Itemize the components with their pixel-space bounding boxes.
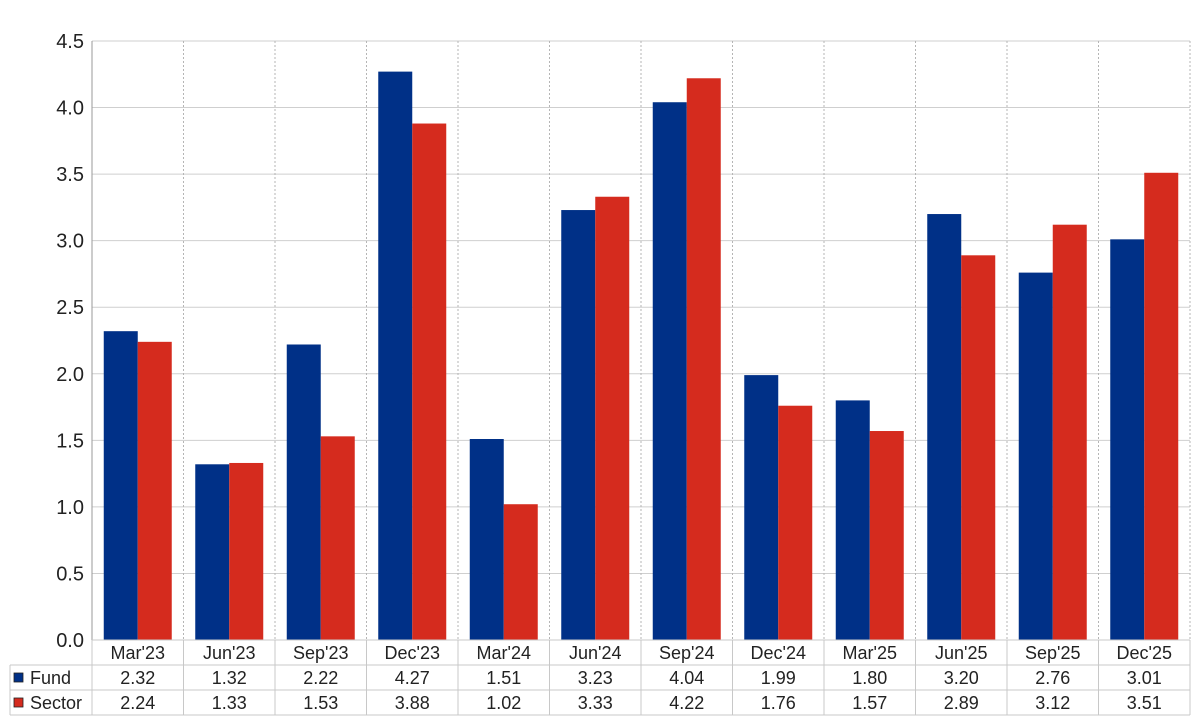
bar-sector[interactable] [412,123,447,641]
table-value-sector: 1.57 [852,693,887,713]
x-tick-label: Sep'25 [1025,643,1081,663]
bar-sector[interactable] [778,405,813,640]
bar-sector[interactable] [961,255,996,640]
legend-label-sector: Sector [30,693,82,713]
y-tick-label: 1.0 [56,497,84,519]
x-tick-label: Jun'25 [935,643,987,663]
table-value-fund: 4.04 [669,668,704,688]
y-tick-label: 0.0 [56,630,84,652]
bar-sector[interactable] [1052,224,1087,640]
bar-sector[interactable] [686,78,721,640]
y-tick-label: 2.5 [56,297,84,319]
bar-fund[interactable] [927,214,962,641]
table-value-sector: 1.76 [761,693,796,713]
table-value-fund: 3.01 [1127,668,1162,688]
y-tick-label: 0.5 [56,563,84,585]
table-value-fund: 2.22 [303,668,338,688]
table-value-fund: 4.27 [395,668,430,688]
table-value-fund: 3.20 [944,668,979,688]
bar-fund[interactable] [103,331,138,640]
x-tick-label: Dec'23 [385,643,440,663]
bar-fund[interactable] [195,464,230,640]
bar-fund[interactable] [469,439,504,640]
legend-label-fund: Fund [30,668,71,688]
x-tick-label: Mar'24 [477,643,531,663]
x-tick-label: Sep'24 [659,643,715,663]
table-value-sector: 1.02 [486,693,521,713]
bar-sector[interactable] [1144,172,1179,640]
bar-sector[interactable] [503,504,538,640]
table-value-sector: 3.33 [578,693,613,713]
bar-sector[interactable] [869,431,904,640]
y-tick-label: 4.0 [56,98,84,120]
bar-sector[interactable] [320,436,355,640]
y-tick-label: 3.0 [56,231,84,253]
bar-fund[interactable] [286,344,321,640]
y-tick-label: 3.5 [56,164,84,186]
table-value-sector: 3.88 [395,693,430,713]
table-value-fund: 1.80 [852,668,887,688]
x-tick-label: Mar'23 [111,643,165,663]
y-tick-label: 1.5 [56,430,84,452]
bar-fund[interactable] [561,210,596,640]
x-tick-label: Dec'24 [751,643,806,663]
table-value-fund: 1.32 [212,668,247,688]
legend-swatch-fund [13,672,24,683]
table-value-sector: 2.24 [120,693,155,713]
x-tick-label: Dec'25 [1117,643,1172,663]
bar-fund[interactable] [744,375,779,640]
table-value-sector: 2.89 [944,693,979,713]
bar-fund[interactable] [1018,272,1053,640]
table-value-fund: 1.51 [486,668,521,688]
x-tick-label: Sep'23 [293,643,349,663]
table-value-sector: 3.12 [1035,693,1070,713]
table-value-sector: 4.22 [669,693,704,713]
bar-sector[interactable] [229,462,264,640]
x-tick-label: Jun'23 [203,643,255,663]
table-value-sector: 3.51 [1127,693,1162,713]
x-tick-label: Mar'25 [843,643,897,663]
bar-fund[interactable] [1110,239,1145,640]
table-value-fund: 1.99 [761,668,796,688]
y-tick-label: 4.5 [56,31,84,53]
table-value-fund: 3.23 [578,668,613,688]
x-tick-label: Jun'24 [569,643,621,663]
table-value-sector: 1.33 [212,693,247,713]
table-value-fund: 2.32 [120,668,155,688]
bar-sector[interactable] [595,196,630,641]
table-value-sector: 1.53 [303,693,338,713]
bar-fund[interactable] [835,400,870,640]
y-tick-label: 2.0 [56,364,84,386]
bar-fund[interactable] [652,102,687,641]
legend-swatch-sector [13,697,24,708]
table-value-fund: 2.76 [1035,668,1070,688]
bar-fund[interactable] [378,71,413,641]
bar-sector[interactable] [137,341,172,640]
